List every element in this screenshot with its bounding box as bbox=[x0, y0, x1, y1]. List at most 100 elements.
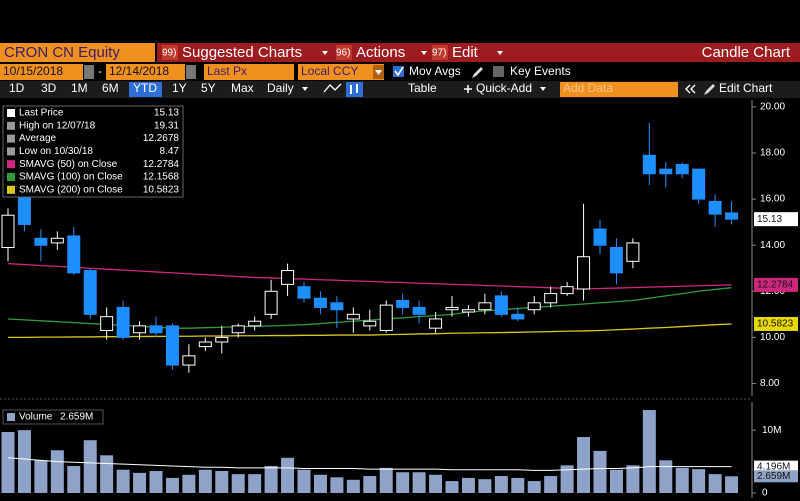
candle-body bbox=[116, 306, 130, 338]
candle-body bbox=[248, 320, 262, 327]
mov-avgs-checkbox[interactable] bbox=[393, 66, 404, 77]
end-date[interactable]: 12/14/2018 bbox=[109, 64, 169, 78]
volume-bar bbox=[396, 472, 410, 493]
candle-body bbox=[429, 318, 443, 329]
menu-label[interactable]: Actions bbox=[356, 44, 405, 61]
candle-body bbox=[396, 300, 410, 308]
period-button[interactable]: 5Y bbox=[201, 81, 216, 95]
volume-bar bbox=[149, 471, 163, 493]
currency[interactable]: Local CCY bbox=[301, 64, 358, 78]
candle-body bbox=[642, 154, 656, 175]
edit-chart[interactable]: Edit Chart bbox=[719, 81, 773, 95]
field[interactable]: Last Px bbox=[207, 64, 247, 78]
candle-body bbox=[149, 325, 163, 334]
menu-number-box bbox=[162, 45, 178, 60]
candle-body bbox=[412, 306, 426, 315]
key-events[interactable]: Key Events bbox=[510, 64, 571, 78]
candle-body bbox=[231, 325, 245, 334]
legend-label: SMAVG (50) on Close bbox=[19, 159, 118, 170]
volume-bar bbox=[494, 476, 508, 493]
candle-icon-button[interactable] bbox=[346, 82, 363, 97]
volume-bar bbox=[675, 467, 689, 493]
period-button[interactable]: 6M bbox=[102, 81, 119, 95]
pencil-icon[interactable] bbox=[472, 67, 483, 78]
legend-swatch bbox=[7, 173, 15, 181]
legend-swatch bbox=[7, 185, 15, 194]
volume-bar bbox=[297, 469, 311, 493]
calendar-button[interactable] bbox=[186, 65, 196, 79]
menu-number[interactable]: 96) bbox=[336, 48, 350, 59]
period-button[interactable]: 1D bbox=[9, 81, 25, 95]
legend-swatch bbox=[7, 134, 15, 143]
menu-number[interactable]: 97) bbox=[432, 48, 446, 59]
volume-bar bbox=[182, 474, 196, 493]
price-marker bbox=[754, 316, 798, 331]
candle-body bbox=[50, 237, 64, 244]
volume-legend-box bbox=[2, 409, 104, 425]
ticker[interactable]: CRON CN Equity bbox=[4, 44, 120, 61]
legend-swatch bbox=[7, 147, 15, 156]
legend-swatch bbox=[7, 160, 15, 169]
legend-swatch bbox=[7, 109, 15, 117]
candle-body bbox=[297, 286, 311, 299]
key-events-checkbox[interactable] bbox=[493, 66, 504, 77]
y-tick-label: 14.00 bbox=[760, 240, 785, 251]
candle-body bbox=[100, 316, 114, 331]
menu-label[interactable]: Suggested Charts bbox=[182, 44, 302, 61]
legend-value: 12.2678 bbox=[143, 133, 180, 144]
add-data-field[interactable] bbox=[560, 82, 678, 97]
candle-body bbox=[494, 295, 508, 315]
collapse-icon[interactable] bbox=[685, 84, 696, 94]
legend-label: High on 12/07/18 bbox=[19, 120, 96, 131]
volume-bar bbox=[659, 460, 673, 493]
volume-bar bbox=[215, 471, 229, 493]
y-tick-label: 10.00 bbox=[760, 332, 785, 343]
candle-body bbox=[560, 286, 574, 295]
period-button[interactable]: Max bbox=[231, 81, 254, 95]
table-button[interactable]: Table bbox=[408, 81, 437, 95]
legend-label: Average bbox=[19, 133, 57, 144]
period-button[interactable]: YTD bbox=[133, 81, 157, 95]
volume-bar bbox=[593, 450, 607, 493]
quick-add[interactable]: Quick-Add bbox=[476, 81, 532, 95]
period-button[interactable]: 1M bbox=[71, 81, 88, 95]
candle-body bbox=[725, 212, 739, 220]
menu-number[interactable]: 99) bbox=[162, 48, 176, 59]
line-icon[interactable] bbox=[323, 83, 342, 93]
menu-number-box bbox=[336, 45, 352, 60]
period-button[interactable]: 1Y bbox=[172, 81, 187, 95]
menu-label[interactable]: Edit bbox=[452, 44, 479, 61]
candle-body bbox=[215, 336, 229, 343]
mov-avgs[interactable]: Mov Avgs bbox=[409, 64, 461, 78]
add-data[interactable]: Add Data bbox=[563, 81, 613, 95]
legend-value: 8.47 bbox=[160, 146, 180, 157]
period-button[interactable]: 3D bbox=[41, 81, 57, 95]
candle-body bbox=[577, 256, 591, 290]
legend-label: Last Price bbox=[19, 108, 64, 119]
volume-bar bbox=[461, 477, 475, 493]
ticker-field[interactable] bbox=[0, 43, 155, 62]
end-date-field[interactable] bbox=[106, 64, 185, 80]
candle-body bbox=[593, 228, 607, 246]
price-marker bbox=[754, 212, 798, 227]
y-tick-label: 0 bbox=[762, 488, 768, 499]
pencil-icon[interactable] bbox=[704, 84, 715, 95]
menu-bar bbox=[157, 43, 800, 62]
volume-marker-label: 2.659M bbox=[757, 471, 790, 482]
start-date-field[interactable] bbox=[0, 64, 83, 80]
frequency[interactable]: Daily bbox=[267, 81, 294, 95]
candle-body bbox=[379, 304, 393, 331]
volume-bar bbox=[626, 465, 640, 493]
calendar-button[interactable] bbox=[84, 65, 94, 79]
legend-label: Low on 10/30/18 bbox=[19, 146, 93, 157]
start-date[interactable]: 10/15/2018 bbox=[3, 64, 63, 78]
volume-bar bbox=[445, 481, 459, 493]
legend-label: SMAVG (200) on Close bbox=[19, 184, 123, 195]
field-select[interactable] bbox=[204, 64, 294, 80]
y-tick-label: 18.00 bbox=[760, 148, 785, 159]
currency-select[interactable] bbox=[298, 64, 384, 80]
volume-bar bbox=[100, 455, 114, 493]
volume-bar bbox=[67, 465, 81, 493]
